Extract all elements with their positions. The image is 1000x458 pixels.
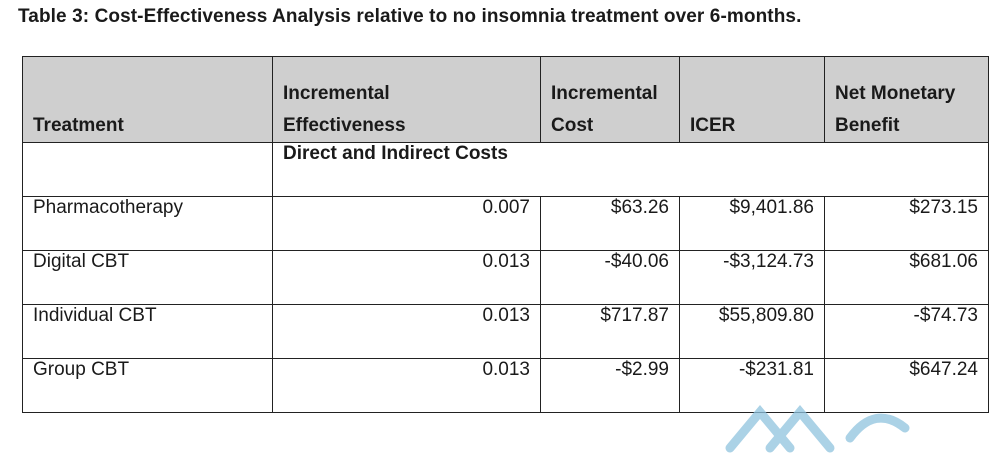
- header-treatment-label: Treatment: [33, 115, 124, 136]
- header-nmb-line1: Net Monetary: [835, 83, 956, 104]
- header-cost-line1: Incremental: [551, 83, 658, 104]
- cell-effectiveness: 0.013: [272, 250, 541, 305]
- cell-effectiveness: 0.007: [272, 196, 541, 251]
- header-net-monetary-benefit: Net Monetary Benefit: [824, 56, 989, 143]
- cell-nmb: $681.06: [824, 250, 989, 305]
- watermark-stroke: [765, 404, 835, 453]
- cell-cost: -$2.99: [540, 358, 680, 413]
- header-effectiveness-line1: Incremental: [283, 83, 390, 104]
- cell-effectiveness: 0.013: [272, 358, 541, 413]
- header-treatment: Treatment: [22, 56, 273, 143]
- header-effectiveness-line2: Effectiveness: [283, 115, 406, 136]
- table-row: Digital CBT 0.013 -$40.06 -$3,124.73 $68…: [22, 250, 989, 305]
- table-row: Group CBT 0.013 -$2.99 -$231.81 $647.24: [22, 358, 989, 413]
- cell-nmb: -$74.73: [824, 304, 989, 359]
- cell-cost: $63.26: [540, 196, 680, 251]
- section-row: Direct and Indirect Costs: [22, 142, 989, 197]
- cell-nmb: $647.24: [824, 358, 989, 413]
- header-icer-label: ICER: [690, 115, 736, 136]
- cell-effectiveness: 0.013: [272, 304, 541, 359]
- section-spacer: [22, 142, 273, 197]
- section-cell: Direct and Indirect Costs: [272, 142, 989, 197]
- header-icer: ICER: [679, 56, 825, 143]
- watermark-stroke: [725, 404, 795, 453]
- cell-treatment: Individual CBT: [22, 304, 273, 359]
- cell-cost: $717.87: [540, 304, 680, 359]
- header-nmb-line2: Benefit: [835, 115, 900, 136]
- table-caption: Table 3: Cost-Effectiveness Analysis rel…: [18, 6, 802, 27]
- cell-icer: $55,809.80: [679, 304, 825, 359]
- cell-icer: -$231.81: [679, 358, 825, 413]
- section-label: Direct and Indirect Costs: [283, 143, 508, 164]
- cell-cost: -$40.06: [540, 250, 680, 305]
- table-row: Individual CBT 0.013 $717.87 $55,809.80 …: [22, 304, 989, 359]
- cell-treatment: Group CBT: [22, 358, 273, 413]
- cost-effectiveness-table: Treatment Incremental Effectiveness Incr…: [22, 56, 989, 413]
- header-incremental-cost: Incremental Cost: [540, 56, 680, 143]
- table-row: Pharmacotherapy 0.007 $63.26 $9,401.86 $…: [22, 196, 989, 251]
- cell-treatment: Pharmacotherapy: [22, 196, 273, 251]
- cell-icer: $9,401.86: [679, 196, 825, 251]
- cell-icer: -$3,124.73: [679, 250, 825, 305]
- cell-nmb: $273.15: [824, 196, 989, 251]
- header-incremental-effectiveness: Incremental Effectiveness: [272, 56, 541, 143]
- watermark-stroke: [845, 413, 910, 443]
- cell-treatment: Digital CBT: [22, 250, 273, 305]
- header-row: Treatment Incremental Effectiveness Incr…: [22, 56, 989, 143]
- header-cost-line2: Cost: [551, 115, 594, 136]
